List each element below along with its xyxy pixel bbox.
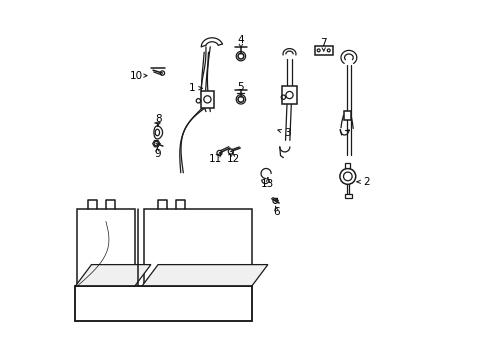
Bar: [343, 111, 351, 120]
Text: 3: 3: [284, 128, 290, 138]
Text: 8: 8: [155, 114, 161, 124]
Text: 2: 2: [363, 177, 369, 187]
Polygon shape: [142, 265, 267, 286]
Text: 5: 5: [237, 82, 244, 92]
Bar: [200, 91, 214, 108]
Text: 4: 4: [237, 35, 244, 45]
Polygon shape: [143, 209, 251, 286]
Text: 12: 12: [226, 154, 239, 164]
Polygon shape: [75, 286, 251, 321]
Text: 9: 9: [154, 149, 161, 159]
Polygon shape: [75, 265, 151, 286]
Text: 1: 1: [188, 83, 195, 93]
Polygon shape: [77, 209, 134, 286]
Bar: [314, 46, 332, 55]
Bar: [282, 86, 296, 104]
Text: 10: 10: [130, 71, 143, 81]
Text: 7: 7: [320, 38, 326, 48]
Text: 6: 6: [273, 207, 280, 217]
Text: 13: 13: [261, 179, 274, 189]
Text: 11: 11: [209, 154, 222, 164]
Bar: [345, 194, 351, 198]
Bar: [345, 163, 349, 168]
